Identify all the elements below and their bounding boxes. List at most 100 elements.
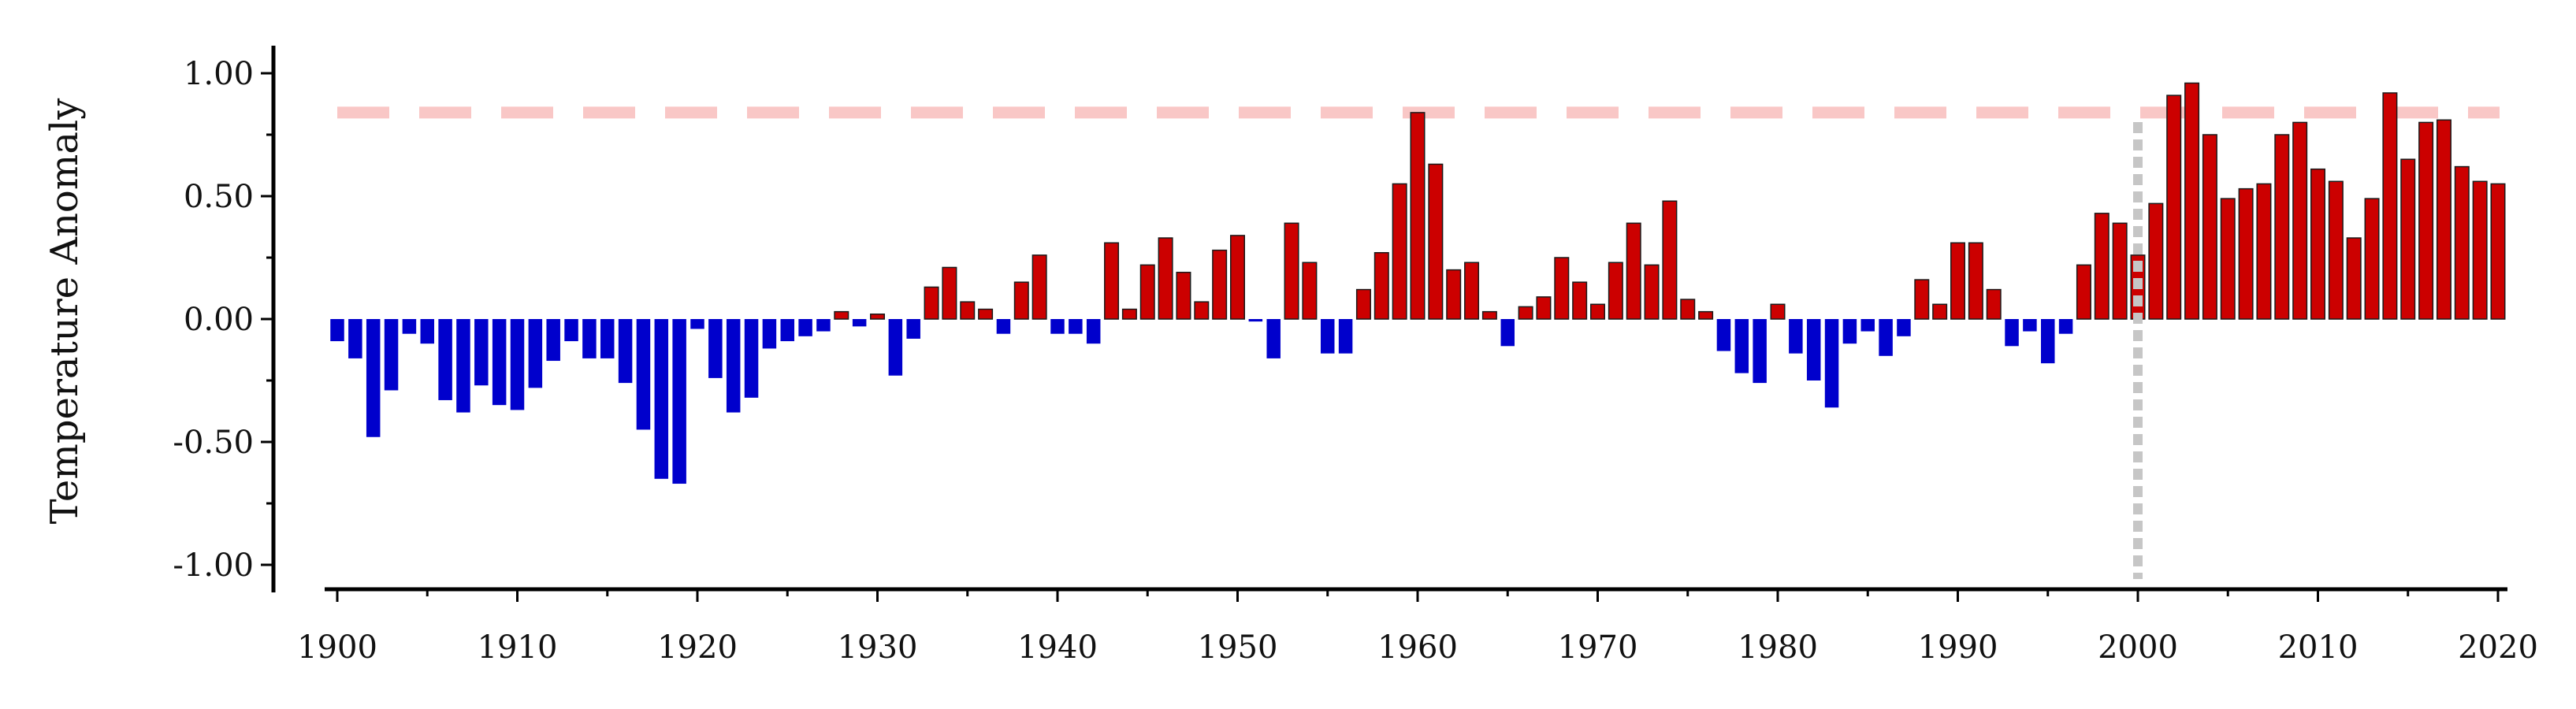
bar-1979	[1753, 319, 1767, 384]
bar-1943	[1104, 242, 1120, 320]
bar-1991	[1968, 242, 1983, 320]
bar-2020	[2490, 183, 2506, 320]
x-tick-label: 1970	[1558, 629, 1638, 666]
bar-1971	[1608, 262, 1623, 320]
bar-2013	[2364, 198, 2380, 320]
bar-1908	[474, 319, 489, 386]
bar-1901	[348, 319, 362, 358]
y-tick-label: -1.00	[173, 548, 254, 584]
y-tick-label: -0.50	[173, 425, 254, 461]
bar-1954	[1302, 262, 1318, 320]
bar-2016	[2418, 121, 2434, 320]
bar-1928	[834, 310, 849, 320]
bar-1923	[744, 319, 759, 398]
bar-1909	[492, 319, 507, 406]
bar-1904	[402, 319, 417, 334]
bar-1995	[2041, 319, 2055, 364]
bar-1902	[366, 319, 381, 437]
bar-1973	[1644, 264, 1660, 320]
bar-1934	[942, 266, 957, 320]
bar-2003	[2184, 82, 2200, 320]
x-tick-label: 2000	[2098, 629, 2178, 666]
bar-1983	[1824, 319, 1839, 408]
bar-2002	[2166, 95, 2182, 320]
bar-1967	[1536, 296, 1552, 320]
bar-1958	[1373, 252, 1389, 320]
bar-1992	[1986, 288, 2002, 320]
bar-1968	[1554, 257, 1570, 320]
y-tick-label: 1.00	[184, 56, 254, 92]
bar-1949	[1212, 249, 1228, 320]
bar-1981	[1789, 319, 1803, 354]
bar-1965	[1500, 319, 1515, 347]
bar-1939	[1032, 254, 1047, 320]
bar-1966	[1518, 306, 1533, 320]
bar-1952	[1266, 319, 1281, 358]
bar-2011	[2328, 180, 2344, 320]
bar-1961	[1428, 163, 1444, 320]
bar-1976	[1698, 310, 1714, 320]
bar-1986	[1879, 319, 1893, 356]
bar-1903	[384, 319, 399, 391]
bar-1918	[654, 319, 669, 479]
x-tick-label: 1920	[657, 629, 738, 666]
bar-1951	[1248, 319, 1263, 322]
bar-1924	[762, 319, 777, 349]
bar-1963	[1464, 262, 1480, 320]
bar-1953	[1284, 222, 1299, 320]
bar-1911	[528, 319, 543, 388]
bar-1960	[1410, 112, 1426, 320]
bar-1946	[1158, 237, 1173, 320]
bar-1987	[1897, 319, 1911, 336]
bar-2006	[2238, 187, 2254, 320]
bar-1933	[924, 286, 939, 320]
bar-1970	[1590, 303, 1605, 320]
bar-1993	[2005, 319, 2019, 347]
bar-1988	[1914, 279, 1930, 320]
bar-2015	[2400, 158, 2416, 320]
bar-2017	[2436, 119, 2451, 320]
bar-1931	[888, 319, 903, 376]
bar-2014	[2382, 92, 2398, 320]
bar-1929	[852, 319, 867, 327]
x-tick-label: 1900	[297, 629, 377, 666]
bar-1913	[564, 319, 578, 342]
x-tick-label: 1950	[1198, 629, 1278, 666]
bar-1998	[2094, 213, 2109, 320]
x-axis: 1900 1910 1920 1930 1940 1950 1960 1970 1980 1990…	[297, 587, 2538, 666]
bar-1945	[1139, 264, 1155, 320]
y-tick-label: 0.50	[184, 179, 254, 215]
bar-1915	[600, 319, 615, 358]
bar-1962	[1446, 269, 1462, 320]
bar-1914	[582, 319, 597, 358]
y-axis-title: Temperature Anomaly	[43, 98, 87, 525]
bar-2004	[2202, 134, 2217, 320]
bar-1984	[1842, 319, 1857, 344]
x-tick-label: 1990	[1918, 629, 1998, 666]
bar-1947	[1176, 271, 1191, 320]
x-tick-label: 1960	[1377, 629, 1458, 666]
bar-1972	[1626, 222, 1641, 320]
bar-2005	[2220, 198, 2236, 320]
bar-1922	[726, 319, 741, 413]
bar-1920	[690, 319, 704, 329]
bar-1937	[996, 319, 1011, 334]
bar-1910	[510, 319, 525, 410]
bar-1948	[1194, 301, 1210, 320]
bar-1912	[546, 319, 560, 362]
bar-1900	[330, 319, 344, 342]
bar-1942	[1086, 319, 1101, 344]
bar-1955	[1321, 319, 1335, 354]
bar-2009	[2292, 121, 2308, 320]
bar-1930	[870, 314, 885, 320]
bar-2012	[2346, 237, 2362, 320]
bar-1959	[1392, 183, 1407, 320]
y-tick-label: 0.00	[184, 302, 254, 338]
bar-1977	[1716, 319, 1731, 351]
x-tick-label: 1940	[1017, 629, 1098, 666]
bar-1925	[780, 319, 794, 342]
bar-1974	[1662, 200, 1678, 320]
bar-1969	[1572, 281, 1588, 320]
bar-1950	[1230, 235, 1245, 320]
